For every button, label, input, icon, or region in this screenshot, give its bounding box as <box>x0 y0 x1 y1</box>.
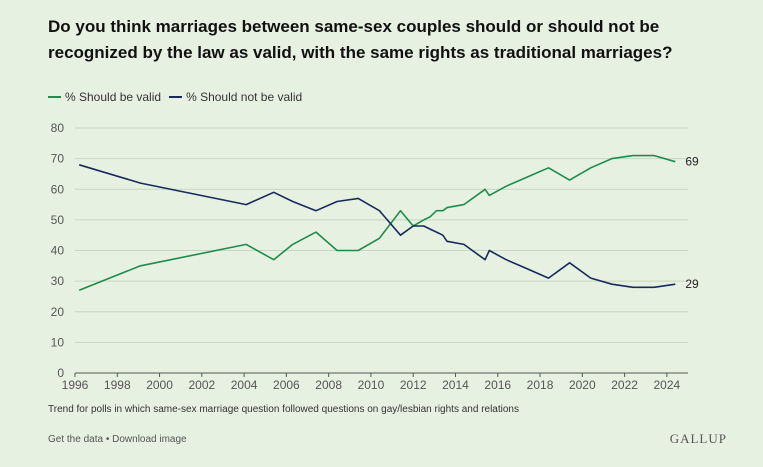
x-tick-label: 2012 <box>400 378 427 392</box>
chart-title: Do you think marriages between same-sex … <box>48 17 673 62</box>
x-tick-label: 2006 <box>273 378 300 392</box>
footnote: Trend for polls in which same-sex marria… <box>48 404 519 415</box>
legend-item-not-valid: % Should not be valid <box>169 90 302 104</box>
y-tick-label: 0 <box>57 366 64 380</box>
end-value-label: 69 <box>685 155 699 169</box>
x-tick-label: 1998 <box>104 378 131 392</box>
x-tick-label: 2002 <box>188 378 215 392</box>
x-tick-label: 2020 <box>569 378 596 392</box>
x-tick-label: 2016 <box>484 378 511 392</box>
x-tick-label: 2000 <box>146 378 173 392</box>
y-tick-label: 10 <box>51 335 65 349</box>
y-tick-label: 60 <box>51 182 65 196</box>
y-tick-label: 80 <box>51 121 65 135</box>
legend: % Should be valid % Should not be valid <box>48 90 302 104</box>
get-data-link[interactable]: Get the data <box>48 434 104 445</box>
series-line-should-not-be-valid <box>78 164 676 289</box>
legend-label-not-valid: % Should not be valid <box>186 90 303 104</box>
y-tick-label: 70 <box>51 152 65 166</box>
x-tick-label: 2018 <box>527 378 554 392</box>
x-tick-label: 2010 <box>358 378 385 392</box>
download-image-link[interactable]: Download image <box>112 434 187 445</box>
y-tick-label: 30 <box>51 274 65 288</box>
series-line-should-be-valid <box>78 154 676 292</box>
x-tick-label: 2008 <box>315 378 342 392</box>
y-tick-label: 20 <box>51 305 65 319</box>
y-tick-label: 50 <box>51 213 65 227</box>
footer-links: Get the data • Download image <box>48 434 187 445</box>
link-separator: • <box>105 434 110 445</box>
end-value-label: 29 <box>685 277 699 291</box>
legend-swatch-valid <box>48 96 61 98</box>
line-chart: 0 10 20 30 40 50 60 70 80 1996 1998 2000 2002 2004 200… <box>51 121 699 392</box>
x-tick-label: 2024 <box>654 378 681 392</box>
x-tick-label: 2004 <box>231 378 258 392</box>
x-tick-label: 1996 <box>62 378 89 392</box>
legend-item-valid: % Should be valid <box>48 90 161 104</box>
legend-swatch-not-valid <box>169 96 183 98</box>
x-tick-label: 2014 <box>442 378 469 392</box>
y-tick-label: 40 <box>51 244 65 258</box>
legend-label-valid: % Should be valid <box>65 90 162 104</box>
gallup-logo: GALLUP <box>669 431 727 446</box>
x-tick-label: 2022 <box>611 378 638 392</box>
